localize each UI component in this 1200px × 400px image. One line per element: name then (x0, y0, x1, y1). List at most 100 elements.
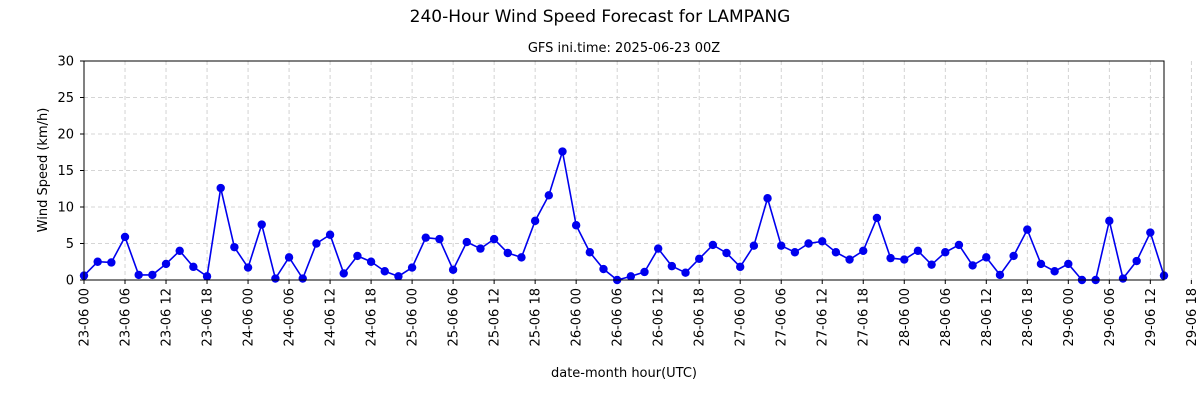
data-point (1050, 267, 1059, 276)
x-tick-label: 24-06 06 (283, 288, 298, 346)
data-point (653, 244, 663, 253)
data-point (1009, 251, 1018, 261)
x-tick-label: 29-06 06 (1103, 288, 1118, 346)
data-point (544, 191, 554, 200)
data-point (886, 253, 895, 263)
data-point (380, 267, 389, 276)
x-tick-label: 28-06 12 (980, 288, 995, 346)
data-point (777, 241, 786, 250)
data-point (585, 248, 595, 257)
data-point (366, 257, 376, 266)
x-tick-label: 26-06 18 (693, 288, 708, 346)
data-point (216, 183, 225, 193)
data-point (189, 262, 198, 272)
data-point (1105, 216, 1114, 226)
x-tick-label: 26-06 06 (611, 288, 626, 346)
data-point (298, 274, 307, 283)
data-point (722, 248, 731, 258)
data-point (1146, 228, 1155, 237)
x-tick-label: 28-06 06 (939, 288, 954, 346)
x-tick-label: 27-06 12 (816, 288, 831, 346)
data-point (243, 263, 253, 272)
x-tick-label: 27-06 00 (734, 288, 749, 346)
data-point (831, 248, 841, 257)
x-tick-label: 25-06 12 (488, 288, 503, 346)
data-point (530, 216, 540, 226)
data-point (120, 232, 130, 242)
x-tick-label: 25-06 18 (529, 288, 544, 346)
data-point (476, 244, 485, 253)
data-point (1023, 225, 1032, 234)
data-point (599, 264, 608, 274)
y-tick-label: 30 (57, 55, 74, 70)
data-point (161, 259, 171, 269)
data-point (394, 272, 403, 281)
data-point (995, 270, 1005, 280)
y-tick-label: 0 (66, 274, 74, 289)
data-point (1036, 259, 1046, 269)
grid-layer (83, 60, 1192, 281)
data-point (489, 234, 499, 244)
data-point (230, 242, 239, 252)
data-point (503, 248, 512, 258)
data-point (818, 237, 827, 246)
y-tick-label: 20 (57, 128, 74, 143)
data-point (325, 230, 335, 239)
x-tick-label: 26-06 00 (570, 288, 585, 346)
x-tick-label: 28-06 00 (898, 288, 913, 346)
data-point (804, 239, 813, 248)
data-point (708, 240, 718, 250)
data-point (435, 234, 444, 244)
x-tick-label: 24-06 18 (365, 288, 380, 346)
data-point (694, 254, 704, 264)
x-tick-label: 28-06 18 (1021, 288, 1036, 346)
data-point (107, 258, 116, 267)
data-point (257, 220, 266, 229)
data-point (859, 246, 868, 255)
data-point (312, 239, 321, 248)
data-point (681, 268, 690, 277)
data-point (941, 248, 950, 257)
data-point (134, 270, 143, 280)
y-axis-label: Wind Speed (km/h) (36, 108, 51, 233)
data-point (968, 261, 977, 270)
x-tick-label: 27-06 06 (775, 288, 790, 346)
x-tick-label: 24-06 00 (242, 288, 257, 346)
data-point (913, 246, 923, 255)
y-tick-label: 25 (57, 91, 74, 106)
x-tick-label: 23-06 18 (201, 288, 216, 346)
data-point (640, 267, 649, 277)
x-tick-label: 29-06 00 (1062, 288, 1077, 346)
x-tick-label: 27-06 18 (857, 288, 872, 346)
data-point (407, 263, 417, 272)
data-point (448, 265, 458, 274)
data-point (667, 261, 677, 271)
x-axis-label: date-month hour(UTC) (551, 366, 697, 381)
data-point (626, 272, 636, 281)
x-tick-label: 25-06 00 (406, 288, 421, 346)
data-point (517, 253, 526, 262)
y-tick-label: 10 (57, 201, 74, 216)
data-point (421, 233, 430, 242)
chart-title: 240-Hour Wind Speed Forecast for LAMPANG (410, 7, 791, 27)
data-point (571, 221, 581, 230)
data-point (954, 240, 964, 250)
plot-frame (83, 60, 1165, 281)
data-point (284, 253, 294, 262)
series-layer (79, 147, 1169, 285)
x-tick-label: 25-06 06 (447, 288, 462, 346)
x-tick-label: 29-06 12 (1144, 288, 1159, 346)
x-tick-label: 23-06 12 (160, 288, 175, 346)
data-point (872, 213, 882, 223)
data-point (339, 269, 348, 278)
data-point (845, 255, 854, 264)
data-point (353, 251, 362, 261)
data-point (148, 270, 157, 280)
chart-subtitle: GFS ini.time: 2025-06-23 00Z (528, 41, 720, 56)
data-point (900, 255, 909, 264)
y-tick-label: 5 (66, 237, 74, 252)
y-tick-label: 15 (57, 164, 74, 179)
data-point (736, 262, 745, 272)
x-tick-label: 24-06 12 (324, 288, 339, 346)
